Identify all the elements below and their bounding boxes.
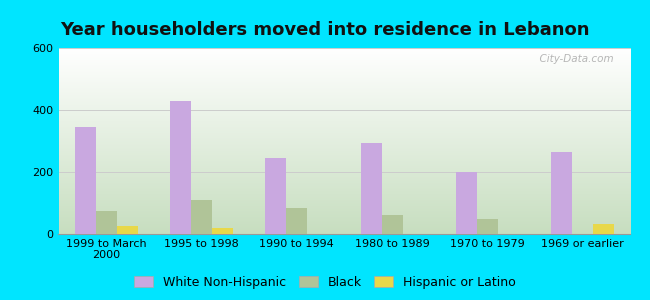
Bar: [116, 226, 138, 234]
Bar: [361, 142, 382, 234]
Bar: [456, 172, 477, 234]
Legend: White Non-Hispanic, Black, Hispanic or Latino: White Non-Hispanic, Black, Hispanic or L…: [129, 271, 521, 294]
Bar: [191, 200, 212, 234]
Text: Year householders moved into residence in Lebanon: Year householders moved into residence i…: [60, 21, 590, 39]
Bar: [477, 218, 498, 234]
Bar: [96, 211, 116, 234]
Text: City-Data.com: City-Data.com: [533, 54, 614, 64]
Bar: [593, 224, 614, 234]
Bar: [287, 208, 307, 234]
Bar: [265, 158, 287, 234]
Bar: [75, 127, 96, 234]
Bar: [170, 101, 191, 234]
Bar: [551, 152, 573, 234]
Bar: [212, 228, 233, 234]
Bar: [382, 215, 402, 234]
